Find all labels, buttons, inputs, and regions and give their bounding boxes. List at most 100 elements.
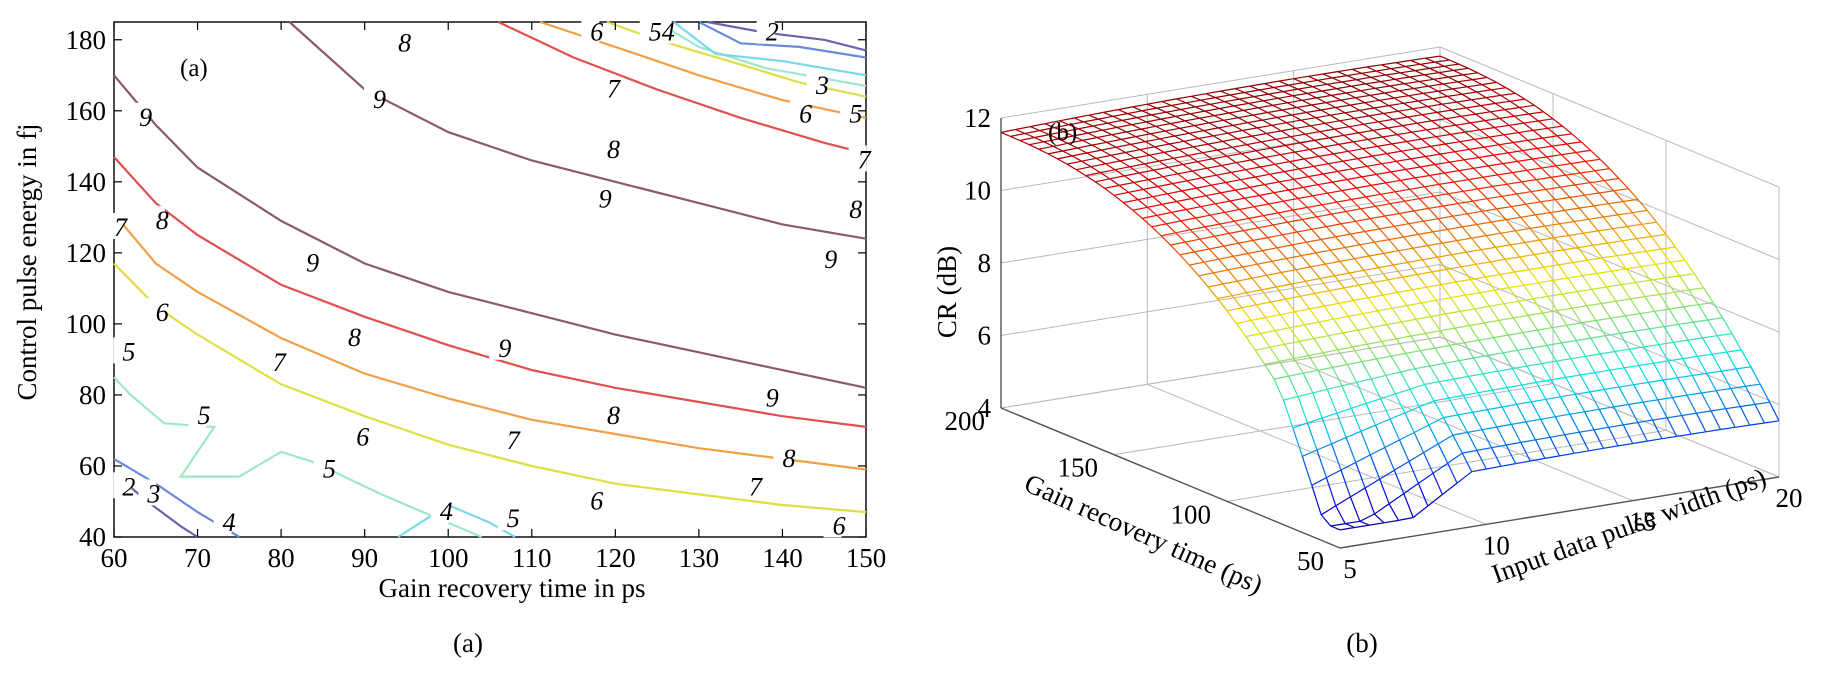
mesh-line — [1541, 360, 1557, 365]
mesh-line — [1214, 115, 1224, 121]
mesh-line — [1136, 117, 1147, 123]
mesh-line — [1510, 241, 1525, 246]
mesh-line — [1655, 261, 1671, 265]
mesh-line — [1655, 264, 1666, 279]
mesh-line — [1530, 225, 1545, 229]
mesh-line — [1469, 148, 1480, 158]
mesh-line — [1356, 184, 1372, 189]
mesh-line — [1295, 266, 1311, 271]
mesh-line — [1430, 316, 1441, 332]
mesh-line — [1409, 76, 1420, 83]
mesh-line — [1233, 102, 1249, 107]
mesh-line — [1103, 109, 1119, 113]
mesh-line — [1520, 442, 1531, 462]
mesh-line — [1385, 182, 1396, 193]
mesh-line — [1541, 167, 1552, 178]
mesh-line — [1509, 122, 1524, 126]
mesh-line — [1318, 155, 1329, 165]
mesh-line — [1135, 133, 1151, 138]
mesh-line — [1196, 184, 1212, 189]
mesh-line — [1546, 154, 1562, 158]
mesh-line — [1274, 330, 1285, 345]
contour-label-bg — [130, 102, 149, 129]
mesh-line — [1296, 106, 1307, 114]
mesh-line — [1453, 67, 1469, 71]
mesh-line — [1413, 87, 1424, 94]
mesh-line — [1644, 344, 1659, 348]
mesh-line — [1442, 240, 1458, 244]
contour-label: 5 — [849, 99, 862, 128]
mesh-line — [1242, 266, 1253, 279]
mesh-line — [1651, 419, 1663, 439]
mesh-line — [1502, 160, 1518, 165]
mesh-line — [1380, 393, 1396, 400]
mesh-line — [1406, 141, 1417, 150]
mesh-line — [1421, 299, 1437, 304]
mesh-line — [1312, 83, 1328, 88]
mesh-line — [1551, 327, 1563, 344]
mesh-line — [1123, 199, 1139, 204]
mesh-line — [1501, 195, 1512, 208]
panel-label: (a) — [180, 55, 208, 82]
mesh-line — [1687, 337, 1703, 341]
mesh-line — [1404, 406, 1420, 414]
mesh-line — [1325, 477, 1337, 506]
mesh-line — [1628, 401, 1644, 406]
mesh-line — [1177, 173, 1188, 182]
mesh-line — [1281, 127, 1296, 132]
mesh-line — [1423, 92, 1434, 100]
mesh-line — [1145, 141, 1155, 148]
mesh-line — [1529, 266, 1544, 271]
mesh-line — [1556, 358, 1571, 362]
mesh-line — [1286, 255, 1302, 260]
mesh-line — [1342, 332, 1353, 348]
mesh-line — [1299, 337, 1314, 342]
mesh-line — [1357, 155, 1373, 160]
mesh-line — [1321, 201, 1337, 206]
mesh-line — [1067, 139, 1083, 144]
mesh-line — [1667, 414, 1682, 419]
mesh-line — [1153, 169, 1164, 178]
mesh-line — [1324, 302, 1340, 307]
mesh-line — [1336, 88, 1347, 94]
mesh-line — [1150, 133, 1161, 140]
mesh-line — [1617, 212, 1633, 216]
mesh-line — [1383, 253, 1394, 266]
mesh-line — [1579, 429, 1595, 433]
mesh-line — [1421, 259, 1433, 273]
mesh-line — [1228, 112, 1239, 119]
contour-label-bg — [213, 507, 232, 534]
mesh-line — [1236, 319, 1252, 324]
mesh-line — [1679, 275, 1690, 291]
mesh-line — [1364, 231, 1375, 243]
mesh-line — [1322, 170, 1338, 175]
mesh-line — [1211, 181, 1227, 186]
mesh-line — [1458, 360, 1470, 377]
mesh-line — [1433, 397, 1449, 402]
mesh-line — [1114, 166, 1130, 171]
mesh-line — [1308, 75, 1318, 81]
mesh-line — [1302, 186, 1313, 197]
mesh-line — [1354, 524, 1370, 529]
mesh-line — [1601, 300, 1616, 305]
contour-label-bg — [597, 401, 616, 428]
z-tick-label: 6 — [978, 321, 992, 351]
mesh-line — [1257, 260, 1273, 265]
mesh-line — [1270, 144, 1286, 149]
mesh-line — [1204, 223, 1220, 228]
mesh-line — [1530, 457, 1546, 462]
mesh-line — [1593, 426, 1609, 431]
mesh-line — [1396, 59, 1411, 64]
mesh-line — [1645, 250, 1657, 265]
mesh-line — [1455, 278, 1471, 283]
mesh-line — [1290, 283, 1301, 297]
mesh-line — [1692, 321, 1704, 339]
mesh-line — [1100, 169, 1116, 174]
mesh-line — [1503, 132, 1519, 136]
mesh-line — [1472, 200, 1483, 212]
mesh-line — [1217, 149, 1228, 157]
mesh-line — [1546, 156, 1557, 167]
mesh-line — [1570, 163, 1581, 174]
mesh-line — [1506, 387, 1518, 405]
mesh-line — [1377, 143, 1393, 147]
